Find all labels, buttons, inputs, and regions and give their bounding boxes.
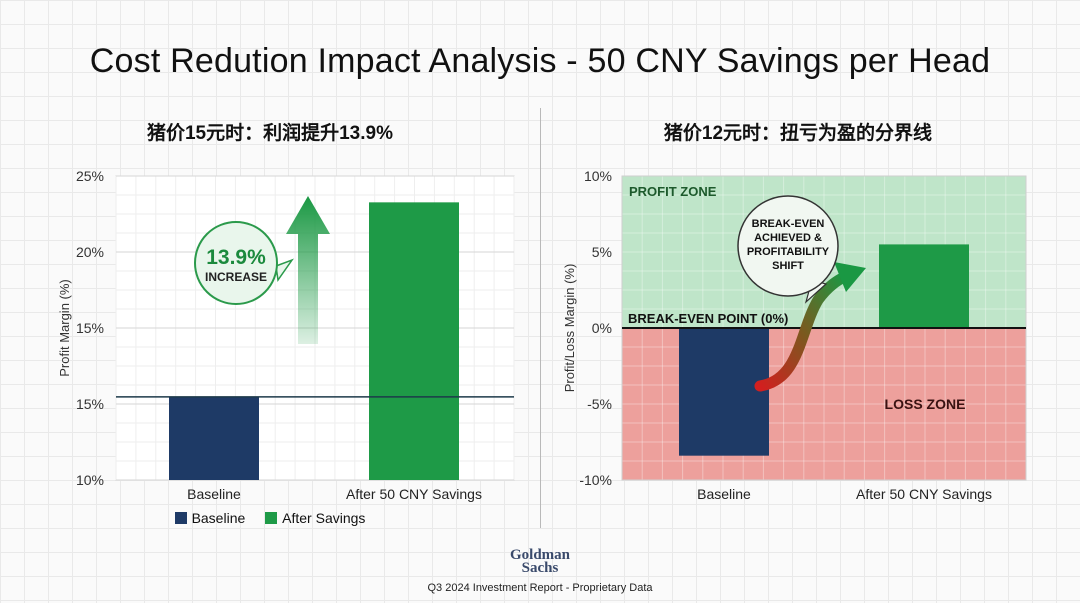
left-ytick-label: 25% [76, 168, 104, 184]
increase-arrow-icon [286, 196, 330, 344]
legend-label-after: After Savings [282, 510, 366, 526]
left-panel-title: 猪价15元时：利润提升13.9% [146, 123, 393, 144]
increase-callout-bubble [194, 221, 278, 305]
right-ytick-label: 10% [584, 168, 612, 184]
turnaround-arrowhead-icon [834, 262, 866, 292]
legend-item-after: After Savings [265, 510, 365, 526]
right-callout-bubble [737, 195, 839, 297]
right-ytick-label: -10% [579, 472, 612, 488]
right-bar-baseline [679, 328, 769, 456]
left-bar-after-savings [369, 202, 459, 480]
panel-divider [540, 108, 541, 528]
main-title: Cost Redution Impact Analysis - 50 CNY S… [89, 42, 991, 80]
increase-callout-text: INCREASE [205, 270, 267, 284]
chart-legend: Baseline After Savings [0, 510, 540, 527]
left-x-category-label: Baseline [187, 486, 241, 502]
right-x-category-label: After 50 CNY Savings [856, 486, 992, 502]
loss-zone-label: LOSS ZONE [885, 396, 966, 412]
break-even-label: BREAK-EVEN POINT (0%) [628, 311, 788, 326]
profit-zone-label: PROFIT ZONE [629, 184, 717, 199]
legend-swatch-after [265, 512, 278, 524]
left-bar-baseline [169, 396, 259, 480]
right-callout-line: PROFITABILITY [747, 246, 830, 258]
right-ytick-label: 0% [592, 320, 612, 336]
callout-tail [275, 258, 295, 282]
right-x-category-label: Baseline [697, 486, 751, 502]
right-ytick-label: -5% [587, 396, 612, 412]
legend-item-baseline: Baseline [174, 510, 246, 526]
left-ytick-label: 10% [76, 472, 104, 488]
right-callout-line: SHIFT [772, 260, 804, 272]
right-chart: 10% 5% 0% -5% -10% Profit/Loss Margin (%) PROF… [562, 168, 1027, 502]
logo-line-2: Sachs [521, 560, 559, 576]
right-bar-after-savings [879, 244, 969, 328]
right-panel-title: 猪价12元时：扭亏为盈的分界线 [663, 123, 933, 144]
left-y-axis-label: Profit Margin (%) [57, 279, 72, 377]
legend-swatch-baseline [174, 512, 187, 524]
left-chart: 25% 20% 15% 15% 10% Profit Margin (%) 13.9%INC… [57, 168, 515, 502]
left-ytick-label: 20% [76, 244, 104, 260]
left-ytick-label: 15% [76, 320, 104, 336]
turnaround-arrow-icon [754, 270, 852, 392]
footer-note: Q3 2024 Investment Report - Proprietary … [427, 582, 653, 594]
right-ytick-label: 5% [592, 244, 612, 260]
left-x-category-label: After 50 CNY Savings [346, 486, 482, 502]
logo-line-1: Goldman [509, 547, 570, 563]
right-y-axis-label: Profit/Loss Margin (%) [562, 264, 577, 393]
increase-callout-value: 13.9% [206, 246, 266, 269]
left-ytick-label: 15% [76, 396, 104, 412]
legend-label-baseline: Baseline [191, 510, 246, 526]
right-callout-line: BREAK-EVEN [752, 218, 825, 230]
right-callout-line: ACHIEVED & [754, 232, 822, 244]
